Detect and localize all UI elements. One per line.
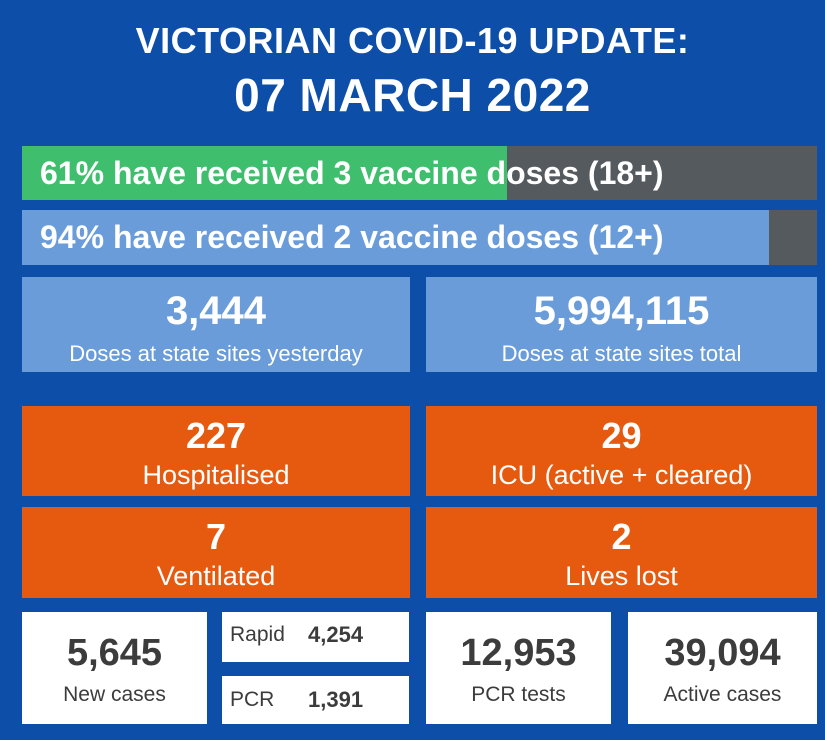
- hospitalised-card: 227 Hospitalised: [22, 406, 410, 496]
- pcr-value: 1,391: [308, 687, 364, 712]
- lives-lost-card: 2 Lives lost: [426, 507, 817, 598]
- ventilated-label: Ventilated: [156, 561, 276, 591]
- new-cases-value: 5,645: [66, 632, 163, 674]
- rapid-tests-card: Rapid 4,254: [222, 612, 409, 662]
- pcr-tests-label: PCR tests: [471, 683, 566, 706]
- three-dose-label: 61% have received 3 vaccine doses (18+): [40, 154, 664, 191]
- active-cases-value: 39,094: [664, 632, 781, 674]
- hospitalised-value: 227: [185, 415, 247, 456]
- lives-lost-label: Lives lost: [565, 561, 678, 591]
- pcr-tests-card: 12,953 PCR tests: [426, 612, 611, 724]
- three-dose-progress-fill: [22, 146, 507, 200]
- doses-yesterday-value: 3,444: [165, 289, 267, 333]
- lives-lost-value: 2: [611, 516, 632, 557]
- ventilated-value: 7: [205, 516, 227, 557]
- active-cases-card: 39,094 Active cases: [628, 612, 817, 724]
- two-dose-progress-bar: 94% have received 2 vaccine doses (12+): [22, 210, 817, 265]
- doses-yesterday-label: Doses at state sites yesterday: [69, 341, 363, 366]
- rapid-label: Rapid: [230, 623, 285, 646]
- active-cases-label: Active cases: [663, 683, 782, 706]
- two-dose-label: 94% have received 2 vaccine doses (12+): [40, 219, 664, 255]
- new-cases-card: 5,645 New cases: [22, 612, 207, 724]
- rapid-value: 4,254: [308, 622, 364, 647]
- icu-value: 29: [601, 415, 642, 456]
- title-line-1: VICTORIAN COVID-19 UPDATE:: [135, 20, 690, 61]
- title-line-2-date: 07 MARCH 2022: [234, 69, 591, 121]
- new-cases-label: New cases: [63, 683, 166, 706]
- icu-label: ICU (active + cleared): [490, 460, 753, 490]
- two-dose-progress-fill: [22, 210, 770, 265]
- icu-card: 29 ICU (active + cleared): [426, 406, 817, 496]
- hospitalised-label: Hospitalised: [142, 460, 290, 490]
- pcr-tests-value: 12,953: [460, 632, 577, 674]
- doses-total-card: 5,994,115 Doses at state sites total: [426, 277, 817, 372]
- doses-yesterday-card: 3,444 Doses at state sites yesterday: [22, 277, 410, 372]
- doses-total-label: Doses at state sites total: [501, 341, 742, 366]
- three-dose-progress-bar: 61% have received 3 vaccine doses (18+): [22, 146, 817, 200]
- pcr-label: PCR: [230, 688, 275, 711]
- ventilated-card: 7 Ventilated: [22, 507, 410, 598]
- pcr-results-card: PCR 1,391: [222, 676, 409, 724]
- doses-total-value: 5,994,115: [533, 289, 710, 333]
